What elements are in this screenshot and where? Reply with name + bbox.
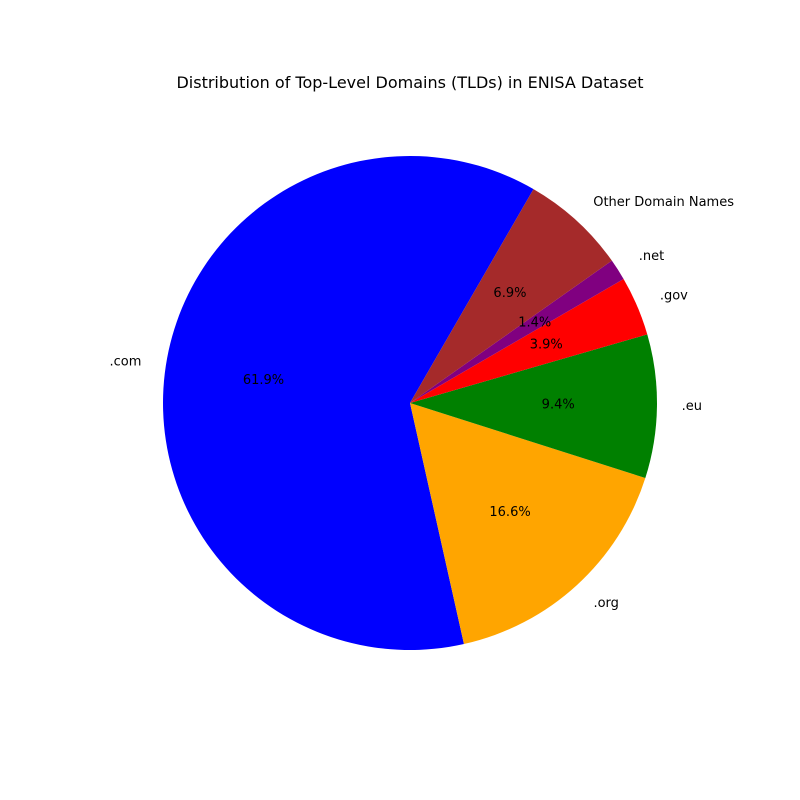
slice-label-net: .net — [639, 249, 664, 264]
slice-pct-com: 61.9% — [243, 373, 284, 388]
slice-label-other-domain-names: Other Domain Names — [593, 195, 734, 210]
pie-slice-eu — [410, 334, 657, 479]
slice-label-org: .org — [593, 596, 618, 611]
chart-title: Distribution of Top-Level Domains (TLDs)… — [176, 73, 643, 92]
pie-slice-other-domain-names — [410, 189, 612, 403]
slice-pct-org: 16.6% — [489, 505, 530, 520]
pie-slice-net — [410, 260, 624, 403]
slice-pct-other-domain-names: 6.9% — [493, 286, 526, 301]
slice-pct-gov: 3.9% — [530, 337, 563, 352]
pie-labels: .com 61.9% .org 16.6% .eu 9.4% .gov 3.9% .net 1.4… — [110, 195, 735, 611]
slice-label-com: .com — [110, 354, 142, 369]
pie-slice-com — [163, 156, 534, 651]
pie-slice-gov — [410, 278, 648, 403]
slice-label-eu: .eu — [682, 399, 702, 414]
slice-pct-net: 1.4% — [518, 316, 551, 331]
pie-slices — [163, 156, 657, 651]
slice-pct-eu: 9.4% — [542, 398, 575, 413]
slice-label-gov: .gov — [660, 289, 688, 304]
pie-slice-org — [410, 403, 646, 645]
